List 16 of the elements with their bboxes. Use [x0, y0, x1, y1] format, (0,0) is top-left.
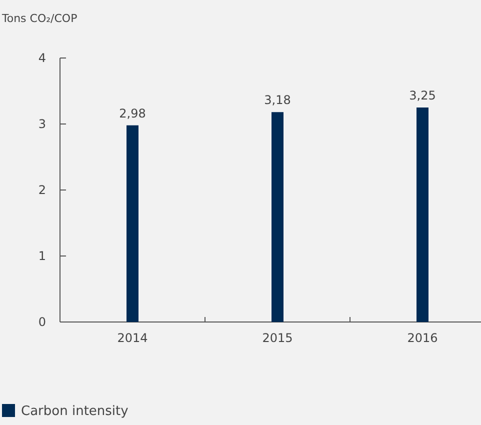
y-tick-label: 2 — [38, 183, 46, 198]
bar — [272, 112, 284, 322]
y-tick-label: 4 — [38, 51, 46, 66]
y-axis-title: Tons CO₂/COP — [1, 12, 78, 25]
x-tick-label: 2014 — [117, 331, 148, 345]
y-tick-label: 1 — [38, 249, 46, 264]
x-tick-label: 2016 — [407, 331, 438, 345]
x-tick-label: 2015 — [262, 331, 293, 345]
legend-label: Carbon intensity — [21, 404, 129, 419]
data-label: 3,18 — [264, 93, 291, 108]
y-tick-label: 3 — [38, 117, 46, 132]
bar — [126, 125, 138, 322]
bar — [416, 108, 428, 322]
y-tick-label: 0 — [38, 315, 46, 330]
data-label: 3,25 — [409, 88, 436, 102]
data-label: 2,98 — [119, 106, 146, 120]
